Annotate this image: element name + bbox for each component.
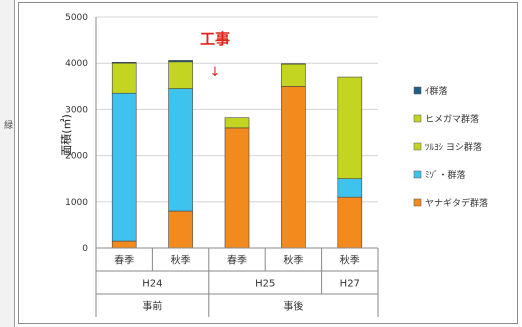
bar-segment xyxy=(281,63,306,87)
construction-annotation: 工事 xyxy=(200,30,230,48)
group-label: 事前 xyxy=(142,300,162,313)
bar-segment xyxy=(337,76,363,179)
legend-swatch xyxy=(413,142,422,151)
legend-swatch xyxy=(413,170,422,179)
legend-swatch xyxy=(413,114,422,123)
group-label: 事後 xyxy=(283,300,303,313)
y-tick-label: 1000 xyxy=(65,198,88,208)
bar-segment xyxy=(168,88,193,212)
x-tick-label: 春季 xyxy=(227,255,247,267)
x-tick-label: 秋季 xyxy=(283,254,303,267)
legend-label: ﾐｿﾞ・群落 xyxy=(425,169,466,181)
group-label: H24 xyxy=(142,279,162,290)
left-panel-text-fragment: 緑 xyxy=(4,121,14,131)
group-label: H27 xyxy=(340,279,360,290)
group-label: H25 xyxy=(255,279,275,290)
legend-label: ｲ群落 xyxy=(425,85,448,97)
x-tick-label: 春季 xyxy=(114,255,134,267)
legend-label: ヤナギタデ群落 xyxy=(425,197,488,209)
x-tick-label: 秋季 xyxy=(340,254,360,267)
legend-label: ヒメガマ群落 xyxy=(425,113,479,125)
bar-segment xyxy=(111,92,137,242)
bar-segment xyxy=(111,240,137,249)
legend-swatch xyxy=(413,86,422,95)
legend-swatch xyxy=(413,198,422,207)
y-tick-label: 3000 xyxy=(65,105,88,115)
y-tick-label: 0 xyxy=(82,244,88,254)
bar-segment xyxy=(337,178,363,198)
left-panel-edge: 緑 xyxy=(0,0,15,327)
construction-arrow: ↓ xyxy=(210,65,221,80)
bar-segment xyxy=(168,61,193,89)
bar-segment xyxy=(168,210,193,249)
bar-segment xyxy=(111,61,137,64)
legend-label: ﾂﾙﾖｼ ヨシ群落 xyxy=(425,141,482,153)
bar-segment xyxy=(224,117,250,129)
bar-segment xyxy=(281,86,306,249)
y-tick-label: 5000 xyxy=(65,13,88,23)
bar-segment xyxy=(168,60,193,63)
y-tick-label: 2000 xyxy=(65,152,88,162)
chart-frame xyxy=(18,2,518,324)
x-tick-label: 秋季 xyxy=(171,254,191,267)
y-axis-label: 面積(㎡) xyxy=(59,114,73,156)
bar-segment xyxy=(224,127,250,249)
y-tick-label: 4000 xyxy=(65,59,88,69)
bar-segment xyxy=(337,196,363,249)
bar-segment xyxy=(111,62,137,94)
